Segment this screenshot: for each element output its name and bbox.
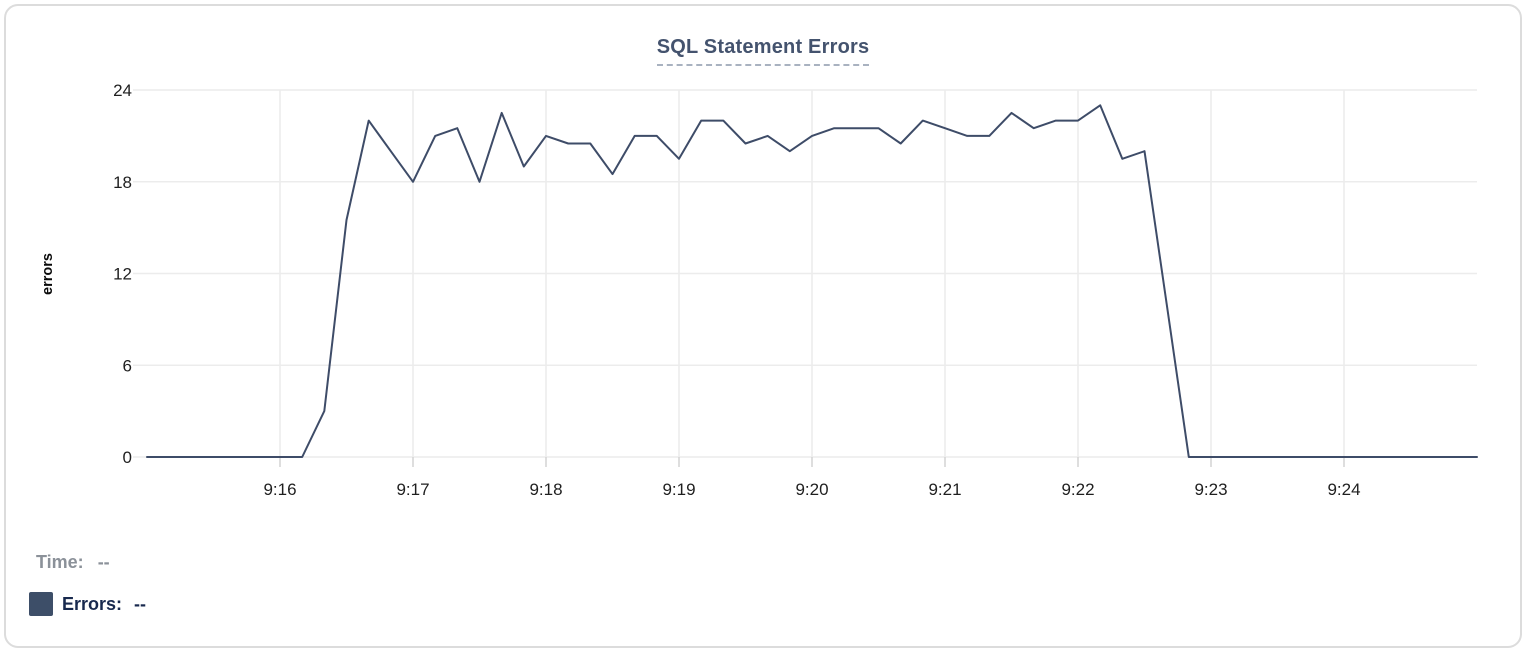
- y-tick-label: 0: [123, 448, 132, 467]
- errors-series-swatch: [29, 592, 53, 616]
- y-tick-label: 12: [113, 265, 132, 284]
- x-tick-label: 9:19: [662, 480, 695, 499]
- legend-row-time: Time: --: [36, 550, 110, 574]
- legend-row-errors: Errors: --: [29, 592, 146, 616]
- x-tick-label: 9:16: [263, 480, 296, 499]
- x-tick-labels: 9:16 9:17 9:18 9:19 9:20 9:21 9:22 9:23 9:24: [263, 480, 1360, 499]
- x-tick-label: 9:23: [1194, 480, 1227, 499]
- y-tick-labels: 0 6 12 18 24: [113, 81, 132, 467]
- y-tick-label: 18: [113, 173, 132, 192]
- x-tick-label: 9:24: [1327, 480, 1360, 499]
- legend-errors-value: --: [134, 594, 147, 614]
- chart-title-row: SQL Statement Errors: [6, 36, 1520, 66]
- x-tick-label: 9:21: [928, 480, 961, 499]
- x-gridlines: [279, 90, 1345, 467]
- legend-errors-label: Errors:: [62, 594, 123, 614]
- x-tick-label: 9:22: [1061, 480, 1094, 499]
- y-tick-label: 6: [123, 356, 132, 375]
- y-axis-title: errors: [40, 253, 56, 295]
- x-tick-label: 9:17: [396, 480, 429, 499]
- plot-hover-region[interactable]: [147, 90, 1477, 457]
- legend-time-label: Time:: [36, 552, 84, 572]
- legend-time-value: --: [97, 552, 110, 572]
- y-tick-label: 24: [113, 81, 132, 100]
- errors-series-line: [146, 104, 1478, 458]
- x-tick-label: 9:20: [795, 480, 828, 499]
- x-tick-label: 9:18: [529, 480, 562, 499]
- chart-title[interactable]: SQL Statement Errors: [656, 36, 870, 66]
- sql-statement-errors-chart[interactable]: 0 6 12 18 24 9:16 9:17 9:18 9:19 9:20 9:21 9:22 9:23…: [6, 6, 1528, 518]
- chart-card: SQL Statement Errors 0 6 12 18 24 9:16 9:17 9:1…: [4, 4, 1522, 648]
